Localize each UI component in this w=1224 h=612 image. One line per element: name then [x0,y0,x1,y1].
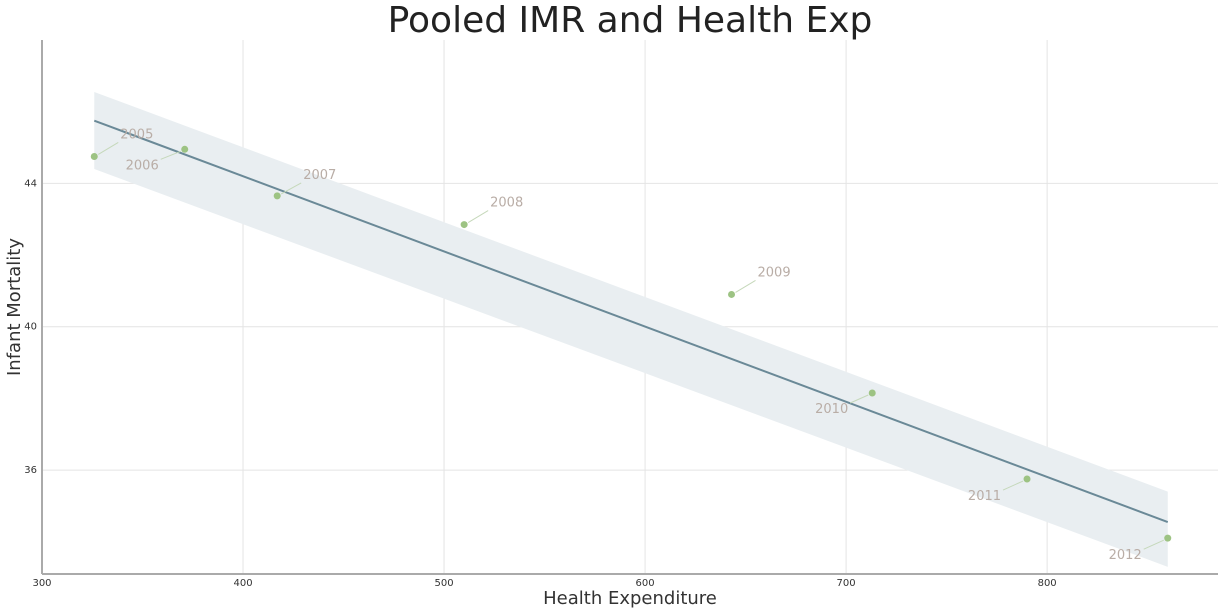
x-tick-label: 400 [233,578,252,589]
axis-layer [41,40,1218,575]
point-label-leader [280,182,302,195]
y-tick-label: 40 [24,322,37,333]
point-label-leader [1143,539,1164,550]
point-label-leader [98,142,119,155]
point-label-2010: 2010 [815,402,848,417]
data-point-2011 [1023,475,1031,483]
chart-title: Pooled IMR and Health Exp [388,0,873,41]
data-point-2009 [728,290,736,298]
confidence-band [94,91,1168,567]
x-tick-label: 600 [636,578,655,589]
point-label-2012: 2012 [1109,548,1142,563]
x-tick-label: 800 [1038,578,1057,589]
point-label-2011: 2011 [968,489,1001,504]
point-label-2009: 2009 [758,265,791,280]
point-label-leader [735,280,756,293]
x-tick-label: 300 [32,578,51,589]
point-labels-layer: 2005 2006 2007 2008 2009 2010 2011 2012 [98,127,1164,563]
point-label-leader [1002,480,1024,491]
data-point-2012 [1164,534,1172,542]
fit-line-layer [93,119,1169,523]
points-layer [90,145,1172,542]
point-label-leader [160,150,181,160]
x-axis-label: Health Expenditure [543,588,717,609]
point-label-2007: 2007 [303,168,336,183]
point-label-leader [467,210,489,223]
y-tick-label: 44 [24,178,37,189]
data-point-2010 [868,389,876,397]
data-point-2008 [460,221,468,229]
data-point-2006 [181,145,189,153]
x-tick-label: 700 [837,578,856,589]
y-tick-label: 36 [24,465,37,476]
tick-labels-layer: 300 400 500 600 700 800 36 40 44 [24,178,1056,589]
regression-line [93,119,1169,523]
point-label-2005: 2005 [120,127,153,142]
point-label-2008: 2008 [490,196,523,211]
y-axis-label: Infant Mortality [4,238,25,376]
x-tick-label: 500 [435,578,454,589]
point-label-2006: 2006 [126,158,159,173]
confidence-band-layer [94,91,1168,567]
data-point-2007 [273,192,281,200]
point-label-leader [850,394,869,404]
data-point-2005 [90,152,98,160]
